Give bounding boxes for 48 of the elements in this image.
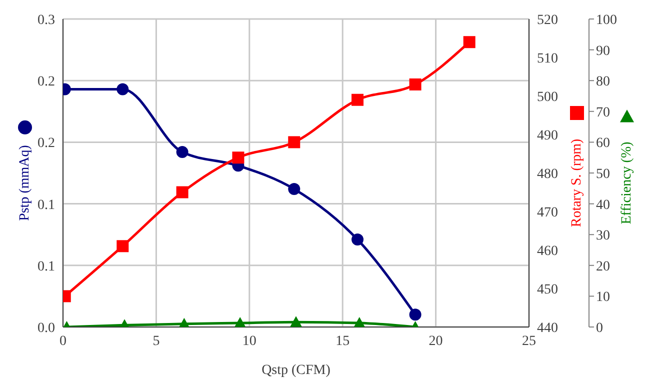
- y-axis-title: Pstp (mmAq): [18, 144, 32, 221]
- y-tick-label: 0.2: [38, 136, 55, 152]
- y3-tick-label: 0: [596, 320, 603, 336]
- y2-tick-label: 470: [537, 205, 558, 220]
- point: [288, 183, 300, 196]
- point: [232, 152, 244, 164]
- y2-tick-label: 460: [537, 244, 558, 259]
- x-tick-label: 15: [336, 334, 350, 349]
- y3-tick-label: 50: [596, 166, 610, 182]
- point: [176, 146, 188, 158]
- y3-tick-label: 60: [596, 136, 610, 152]
- y2-tick-label: 440: [537, 320, 558, 336]
- y3-tick-label: 30: [596, 228, 610, 244]
- y-tick-label: 0.0: [38, 320, 55, 336]
- point: [288, 136, 300, 148]
- x-tick-label: 20: [428, 334, 443, 349]
- y2-tick-label: 500: [537, 90, 558, 105]
- y2-tick-label: 490: [537, 128, 558, 144]
- x-tick-label: 0: [60, 334, 66, 349]
- y3-tick-label: 90: [596, 44, 610, 59]
- y-tick-label: 0.2: [38, 74, 55, 90]
- y2-tick-label: 480: [537, 166, 558, 182]
- y2-tick-label: 510: [537, 51, 558, 66]
- y3-tick-label: 40: [596, 198, 610, 213]
- y3-tick-label: 10: [596, 290, 610, 306]
- y3-tick-label: 80: [596, 74, 610, 90]
- y-tick-label: 0.3: [38, 12, 55, 28]
- point: [352, 234, 364, 246]
- y2-axis-title: Rotary S. (rpm): [570, 138, 584, 228]
- y2-tick-label: 450: [537, 282, 558, 298]
- y3-axis-title: Efficiency (%): [620, 141, 634, 224]
- y-tick-label: 0.1: [38, 198, 55, 213]
- point: [116, 83, 129, 96]
- point: [116, 240, 129, 252]
- point: [409, 78, 422, 90]
- y2-tick-label: 520: [537, 12, 558, 28]
- point: [409, 308, 422, 321]
- y-tick-label: 0.1: [38, 259, 55, 274]
- x-tick-label: 5: [152, 334, 160, 349]
- y3-tick-label: 20: [596, 259, 610, 274]
- point: [352, 94, 364, 106]
- y3-tick-label: 100: [596, 12, 617, 28]
- x-axis-title: Qstp (CFM): [262, 363, 331, 378]
- x-tick-label: 25: [522, 334, 536, 349]
- point: [176, 186, 188, 198]
- x-tick-label: 10: [242, 334, 256, 349]
- point: [463, 36, 476, 48]
- y3-tick-label: 70: [596, 105, 610, 120]
